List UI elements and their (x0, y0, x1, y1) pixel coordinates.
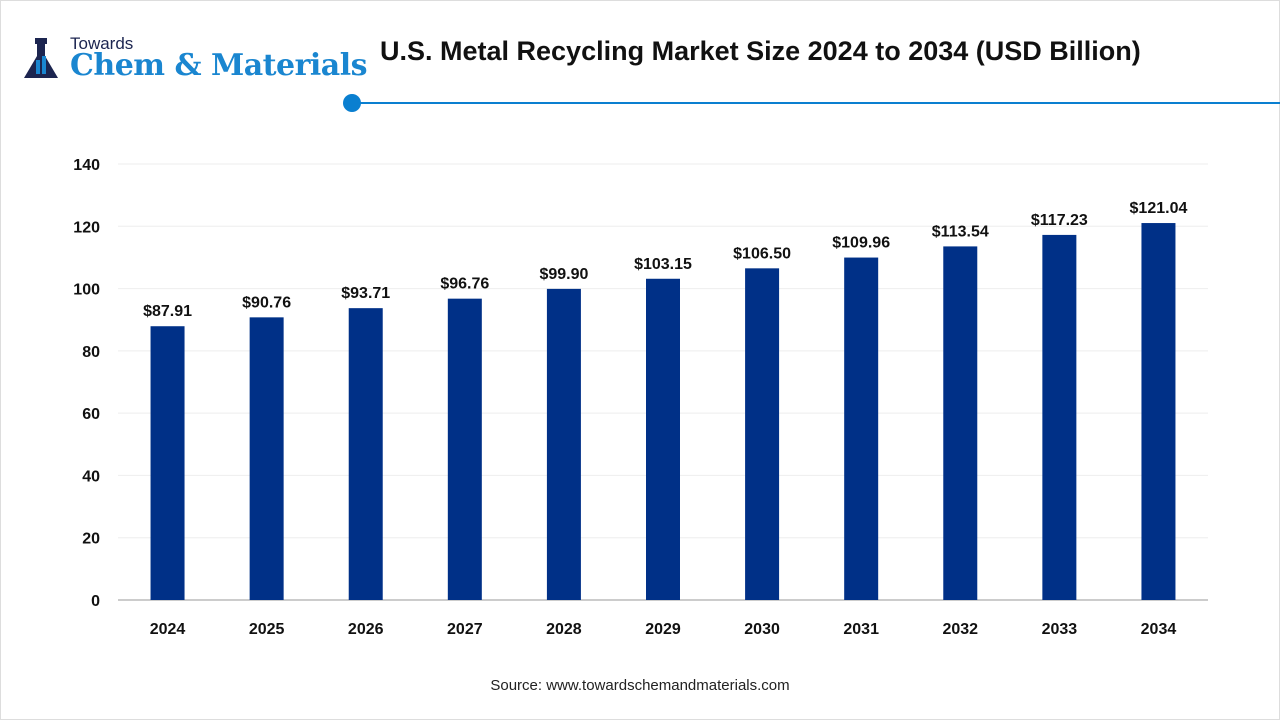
y-tick-label: 40 (82, 468, 100, 485)
x-tick-label: 2029 (645, 621, 681, 638)
data-label: $93.71 (341, 285, 390, 302)
logo-main-text: Chem & Materials (70, 48, 368, 83)
x-tick-label: 2030 (744, 621, 780, 638)
data-label: $99.90 (539, 266, 588, 283)
title-rule-dot (343, 94, 361, 112)
bar-2031 (844, 257, 879, 600)
x-tick-label: 2026 (348, 621, 384, 638)
title-rule (352, 102, 1280, 104)
y-tick-label: 20 (82, 531, 100, 548)
y-tick-label: 140 (73, 157, 100, 174)
bar-2034 (1141, 223, 1176, 600)
source-text: Source: www.towardschemandmaterials.com (490, 677, 790, 694)
data-label: $96.76 (440, 276, 489, 293)
x-tick-label: 2027 (447, 621, 483, 638)
logo-top-text: Towards (70, 34, 134, 53)
data-label: $87.91 (143, 303, 192, 320)
y-tick-label: 100 (73, 282, 100, 299)
data-label: $90.76 (242, 294, 291, 311)
bar-2033 (1042, 234, 1077, 600)
data-label: $106.50 (733, 245, 791, 262)
x-tick-label: 2031 (843, 621, 879, 638)
y-tick-label: 80 (82, 344, 100, 361)
bar-2025 (249, 317, 284, 600)
data-label: $117.23 (1031, 212, 1088, 229)
bar-2028 (546, 288, 581, 600)
x-tick-label: 2028 (546, 621, 582, 638)
flask-icon (24, 38, 58, 78)
x-tick-label: 2032 (942, 621, 978, 638)
chart-title: U.S. Metal Recycling Market Size 2024 to… (380, 36, 1141, 66)
x-tick-label: 2033 (1042, 621, 1078, 638)
x-tick-label: 2034 (1141, 621, 1177, 638)
bar-2026 (348, 308, 383, 600)
data-label: $109.96 (832, 235, 890, 252)
y-tick-label: 120 (73, 219, 100, 236)
data-label: $113.54 (932, 223, 989, 240)
data-label: $121.04 (1130, 200, 1188, 217)
bar-2029 (646, 278, 680, 600)
x-tick-label: 2024 (150, 621, 186, 638)
bar-2024 (150, 326, 185, 600)
bar-2030 (745, 268, 780, 600)
x-tick-label: 2025 (249, 621, 285, 638)
bar-2027 (447, 298, 482, 600)
bar-2032 (943, 246, 978, 601)
y-tick-label: 0 (91, 593, 100, 610)
y-tick-label: 60 (82, 406, 100, 423)
data-label: $103.15 (634, 256, 692, 273)
